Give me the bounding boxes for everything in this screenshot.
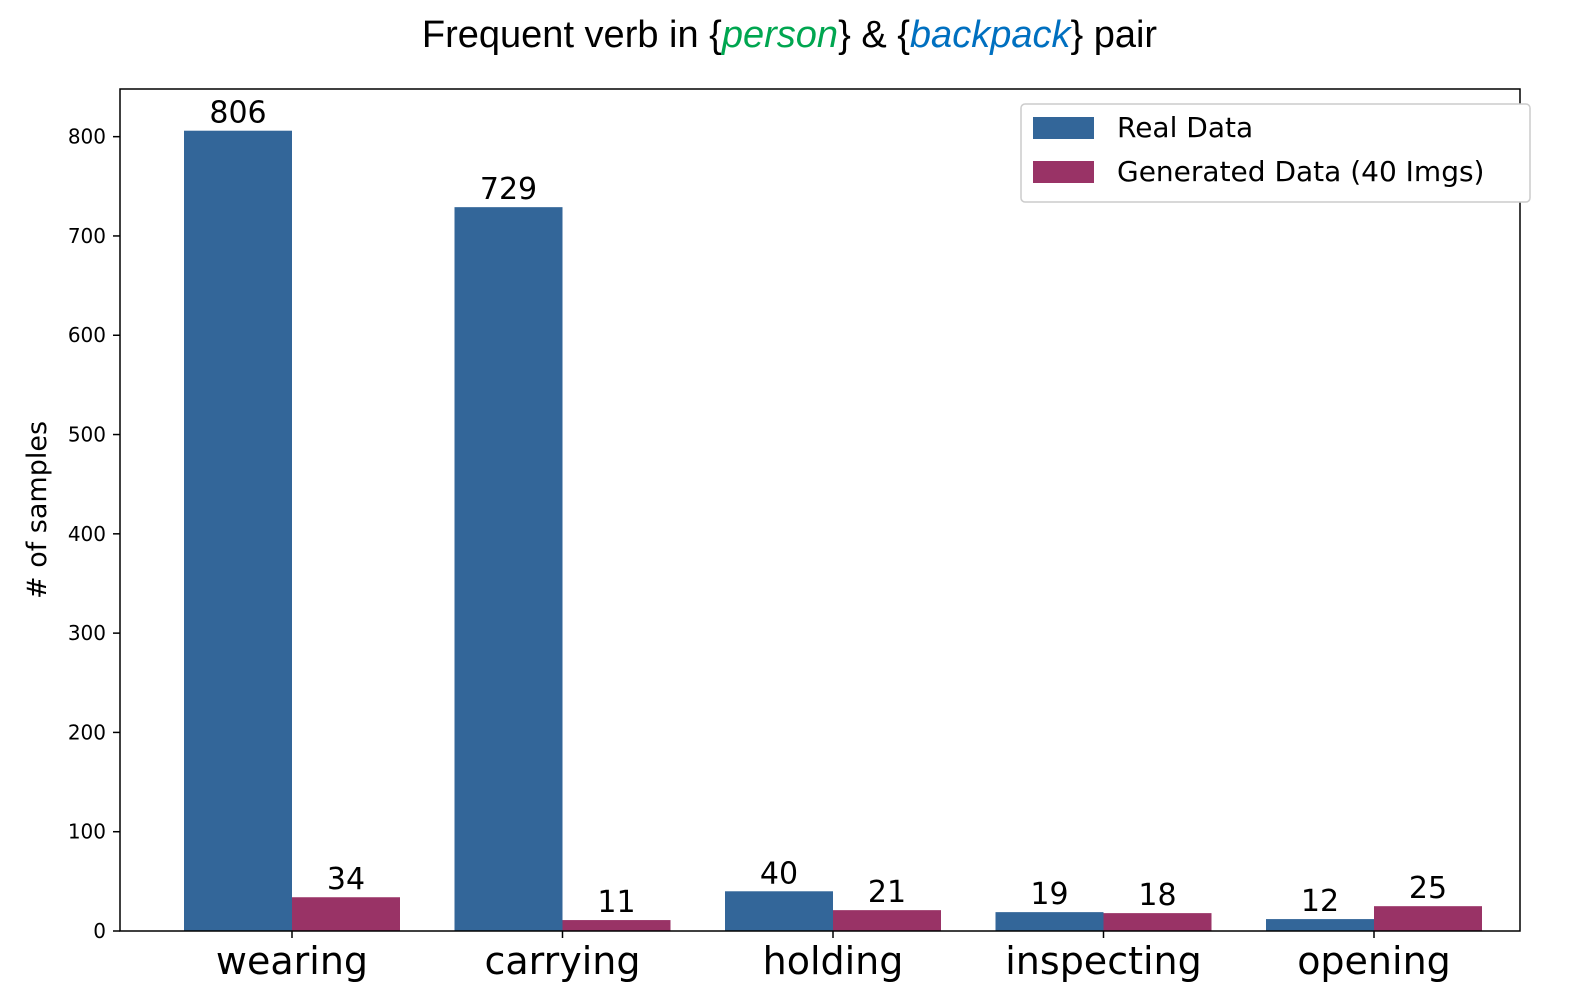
y-tick-label: 100	[68, 820, 106, 844]
bar-value-label: 806	[209, 96, 266, 131]
bar-value-label: 19	[1030, 877, 1068, 912]
bar-value-label: 18	[1138, 878, 1176, 913]
chart-title-part: } & {	[838, 14, 910, 56]
y-tick-label: 800	[68, 125, 106, 149]
bar-generated-data	[562, 920, 671, 931]
bar-value-label: 34	[327, 862, 365, 897]
bar-value-label: 12	[1301, 884, 1339, 919]
bar-real-data	[1266, 919, 1374, 931]
bar-generated-data	[833, 910, 941, 931]
bar-real-data	[184, 130, 292, 932]
legend-label: Real Data	[1117, 111, 1253, 144]
x-tick-label: opening	[1297, 939, 1451, 983]
bar-real-data	[454, 207, 563, 931]
y-tick-label: 500	[68, 423, 106, 447]
y-tick-label: 600	[68, 323, 106, 347]
legend-swatch	[1033, 161, 1094, 183]
x-tick-label: wearing	[216, 939, 368, 983]
bar-generated-data	[1374, 906, 1482, 931]
bar-generated-data	[292, 897, 400, 931]
bar-value-label: 11	[597, 885, 635, 920]
chart-title-part: person	[721, 14, 839, 56]
y-tick-label: 0	[93, 919, 106, 943]
y-tick-label: 200	[68, 720, 106, 744]
bar-value-label: 25	[1409, 871, 1447, 906]
x-tick-label: holding	[763, 939, 904, 983]
legend: Real Data Generated Data (40 Imgs)	[1020, 103, 1531, 203]
bar-value-label: 729	[480, 172, 537, 207]
chart-title-part: Frequent verb in {	[421, 14, 722, 56]
bar-generated-data	[1103, 913, 1212, 931]
plot-area-frame	[119, 88, 1521, 932]
y-tick-label: 400	[68, 522, 106, 546]
legend-swatch	[1033, 117, 1094, 139]
bar-value-label: 40	[760, 856, 798, 891]
legend-frame	[1020, 103, 1531, 203]
legend-label: Generated Data (40 Imgs)	[1117, 155, 1484, 188]
bar-real-data	[995, 912, 1104, 931]
y-axis-label: # of samples	[22, 421, 53, 599]
bar-value-label: 21	[868, 875, 906, 910]
bar-real-data	[725, 891, 833, 931]
y-tick-label: 700	[68, 224, 106, 248]
chart-title-part: backpack	[909, 14, 1071, 56]
y-tick-label: 300	[68, 621, 106, 645]
chart-title-part: } pair	[1070, 14, 1158, 56]
x-tick-label: carrying	[484, 939, 640, 983]
x-tick-label: inspecting	[1005, 939, 1202, 983]
chart-title: Frequent verb in {person} & {backpack} p…	[0, 14, 1579, 57]
